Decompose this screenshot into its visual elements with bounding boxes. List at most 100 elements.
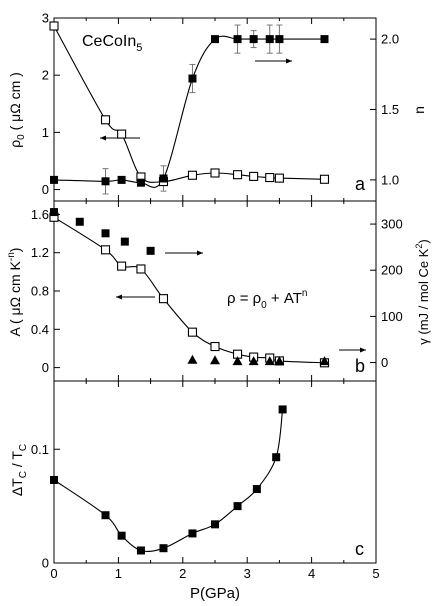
panel-a-open-square-point [265,173,275,183]
panel-a-filled-square-point [265,35,274,44]
panel-b-ylabel-right: γ (mJ / mol Ce K2) [414,239,431,344]
panel-a-open-square-point [117,129,127,139]
panel-c-filled-square-point [50,475,58,484]
panel-b-ytick-right-label: 200 [381,263,403,278]
series-arrows-layer [100,58,366,353]
x-tick-label: 5 [372,566,379,581]
panel-b-ytick-right-label: 100 [381,309,403,324]
panel-c-filled-square-point [272,453,281,462]
panel-c-ytick-left-label: 0.1 [31,442,49,457]
panel-a-filled-square-point [320,35,329,44]
panel-b-ytick-left-label: 1.2 [31,245,49,260]
panel-b-ylabel-left: A ( μΩ cm K-n) [6,248,23,337]
panel-b-filled-square-point [120,237,129,246]
panel-c-filled-square-point [159,544,168,553]
panel-c-filled-square-point [117,531,126,540]
panel-b-gamma-arrow-right-head [197,250,203,256]
panel-a-open-square-point [319,174,330,184]
panel-b-open-square-point [210,341,220,352]
panel-b-filled-triangle-point [274,356,285,366]
panel-b-filled-square-point [101,229,110,238]
panel-a-open-square-point [274,173,284,183]
panel-c-filled-square-point [101,511,110,520]
panel-b-A-arrow-left-head [116,294,122,300]
x-tick-label: 4 [308,566,315,581]
panel-a-filled-square-point [136,178,145,187]
panel-a-rho-arrow-left-head [100,135,106,141]
panel-c-ylabel-left: ΔTC / TC [9,444,29,496]
panel-b-open-square-point [187,327,198,337]
panel-b-filled-triangle-point [264,356,275,366]
panel-a-open-square-point [187,170,198,180]
panel-a-filled-square-point [249,35,258,44]
panel-a-ytick-left-label: 1 [42,125,49,140]
panel-a-filled-square-point [188,74,197,83]
panel-b-ytick-left-label: 1.6 [31,207,49,222]
panel-a-open-square-point [232,170,243,180]
panel-a-ytick-left-label: 3 [42,11,49,26]
panel-b-filled-triangle-point [248,356,259,366]
panel-b-open-square-point [158,294,169,304]
x-axis-label: P(GPa) [190,585,240,602]
panel-b-filled-triangle-point [232,356,243,366]
panel-a-ylabel-left: ρ0 ( μΩ cm ) [7,72,27,148]
error-bars-layer [102,24,283,195]
panel-a-ytick-right-label: 1.5 [381,102,399,117]
panel-c-filled-square-point [252,485,261,494]
panel-b-gamma-arrow-right-2-head [360,347,366,353]
panel-label-c: c [355,539,364,559]
axes-layer: 0 1 2 3 1.0 1.5 2.0 0 0.4 0.8 1.2 1.6 0 100 200 300 0 1 2 3… [31,11,403,582]
panel-a-ytick-left-label: 2 [42,68,49,83]
panel-c-filled-square-point [188,529,197,538]
panel-c-filled-square-point [278,405,287,414]
panel-a-n-arrow-right-head [286,58,292,64]
panel-c-frame [53,380,377,564]
panel-a-ytick-left-label: 0 [42,182,49,197]
panel-c-filled-square-point [233,502,242,511]
panel-b-filled-triangle-point [187,354,198,364]
x-tick-label: 3 [244,566,251,581]
panel-a-filled-square-point [117,175,126,184]
x-tick-label: 1 [115,566,122,581]
x-tick-label: 2 [179,566,186,581]
panel-c-filled-square-point [136,546,145,555]
panel-label-a: a [355,174,366,194]
panel-a-ytick-right-label: 1.0 [381,172,399,187]
compound-label: CeCoIn5 [82,33,142,54]
panel-a-filled-square-point [101,177,110,186]
panel-a-open-square-point [49,21,59,31]
panel-a-ylabel-right: n [411,106,427,114]
panel-b-filled-square-point [75,217,84,226]
panel-a-filled-square-point [211,35,219,44]
panel-b-ytick-left-label: 0.8 [31,284,49,299]
panel-a-filled-square-point [50,175,58,184]
panel-b-ytick-right-label: 0 [381,355,388,370]
panel-b-open-square-point [136,264,146,274]
panel-b-open-square-point [117,261,127,271]
panel-a-series-1-curve [53,35,325,188]
x-tick-label: 0 [50,566,57,581]
panel-a-filled-square-point [233,35,242,44]
fit-curves-layer [53,25,325,553]
panel-b-filled-triangle-point [210,355,220,365]
panel-b-filled-triangle-point [319,356,330,366]
panel-c-series-0-curve [53,409,284,553]
panel-b-ytick-left-label: 0.4 [31,322,49,337]
panel-c-ytick-left-label: 0 [42,556,49,571]
panel-b-frame [53,200,377,382]
panel-a-open-square-point [249,171,259,181]
panel-a-filled-square-point [275,35,284,44]
panel-b-ytick-right-label: 300 [381,217,403,232]
panel-a-ytick-right-label: 2.0 [381,32,399,47]
panel-a-filled-square-point [159,174,168,183]
panel-label-b: b [355,356,365,376]
rho-equation: ρ = ρ0 + ATn [227,288,307,311]
panel-b-filled-square-point [50,208,58,217]
panel-a-open-square-point [100,115,111,125]
panel-b-ytick-left-label: 0 [42,360,49,375]
panel-b-filled-square-point [146,246,155,255]
panel-a-open-square-point [210,168,220,178]
panel-c-filled-square-point [211,520,219,529]
data-points-layer [49,21,330,555]
